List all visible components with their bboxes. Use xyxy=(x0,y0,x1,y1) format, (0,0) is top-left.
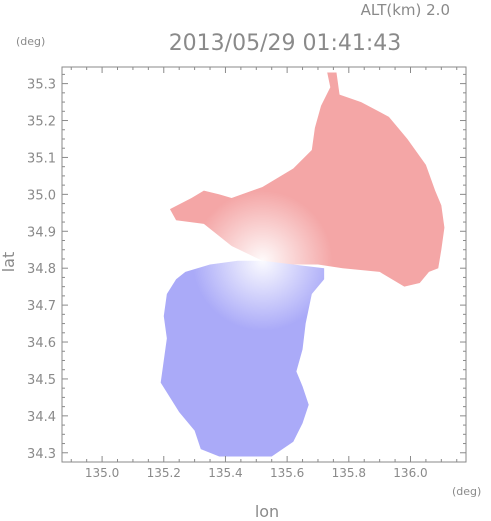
y-tick-label: 35.3 xyxy=(27,78,56,93)
y-tick-label: 34.9 xyxy=(27,225,56,240)
x-axis-label: lon xyxy=(255,502,279,521)
chart-title: 2013/05/29 01:41:43 xyxy=(169,31,402,56)
x-tick-label: 135.8 xyxy=(332,466,366,480)
x-tick-label: 135.4 xyxy=(208,466,242,480)
y-unit-label: (deg) xyxy=(16,35,45,48)
y-tick-label: 34.8 xyxy=(27,262,56,277)
y-tick-label: 35.2 xyxy=(27,115,56,130)
axis-ticks: 135.0 135.2 135.4 135.6 135.8 136.0 34.3 34.4 34… xyxy=(27,67,466,480)
y-tick-label: 34.5 xyxy=(27,373,56,388)
x-tick-label: 135.2 xyxy=(147,466,181,480)
x-tick-label: 136.0 xyxy=(393,466,427,480)
y-tick-label: 34.4 xyxy=(27,410,56,425)
y-tick-label: 35.1 xyxy=(27,151,56,166)
x-unit-label: (deg) xyxy=(452,485,481,498)
velocity-field xyxy=(160,72,445,457)
y-tick-label: 34.7 xyxy=(27,299,56,314)
altitude-label: ALT(km) 2.0 xyxy=(361,1,450,19)
y-axis-label: lat xyxy=(0,252,18,273)
x-tick-label: 135.0 xyxy=(85,466,119,480)
plot-frame xyxy=(61,66,467,463)
y-tick-label: 35.0 xyxy=(27,188,56,203)
x-tick-label: 135.6 xyxy=(270,466,304,480)
radar-center-fade xyxy=(192,190,333,331)
y-tick-label: 34.6 xyxy=(27,336,56,351)
y-tick-label: 34.3 xyxy=(27,447,56,462)
